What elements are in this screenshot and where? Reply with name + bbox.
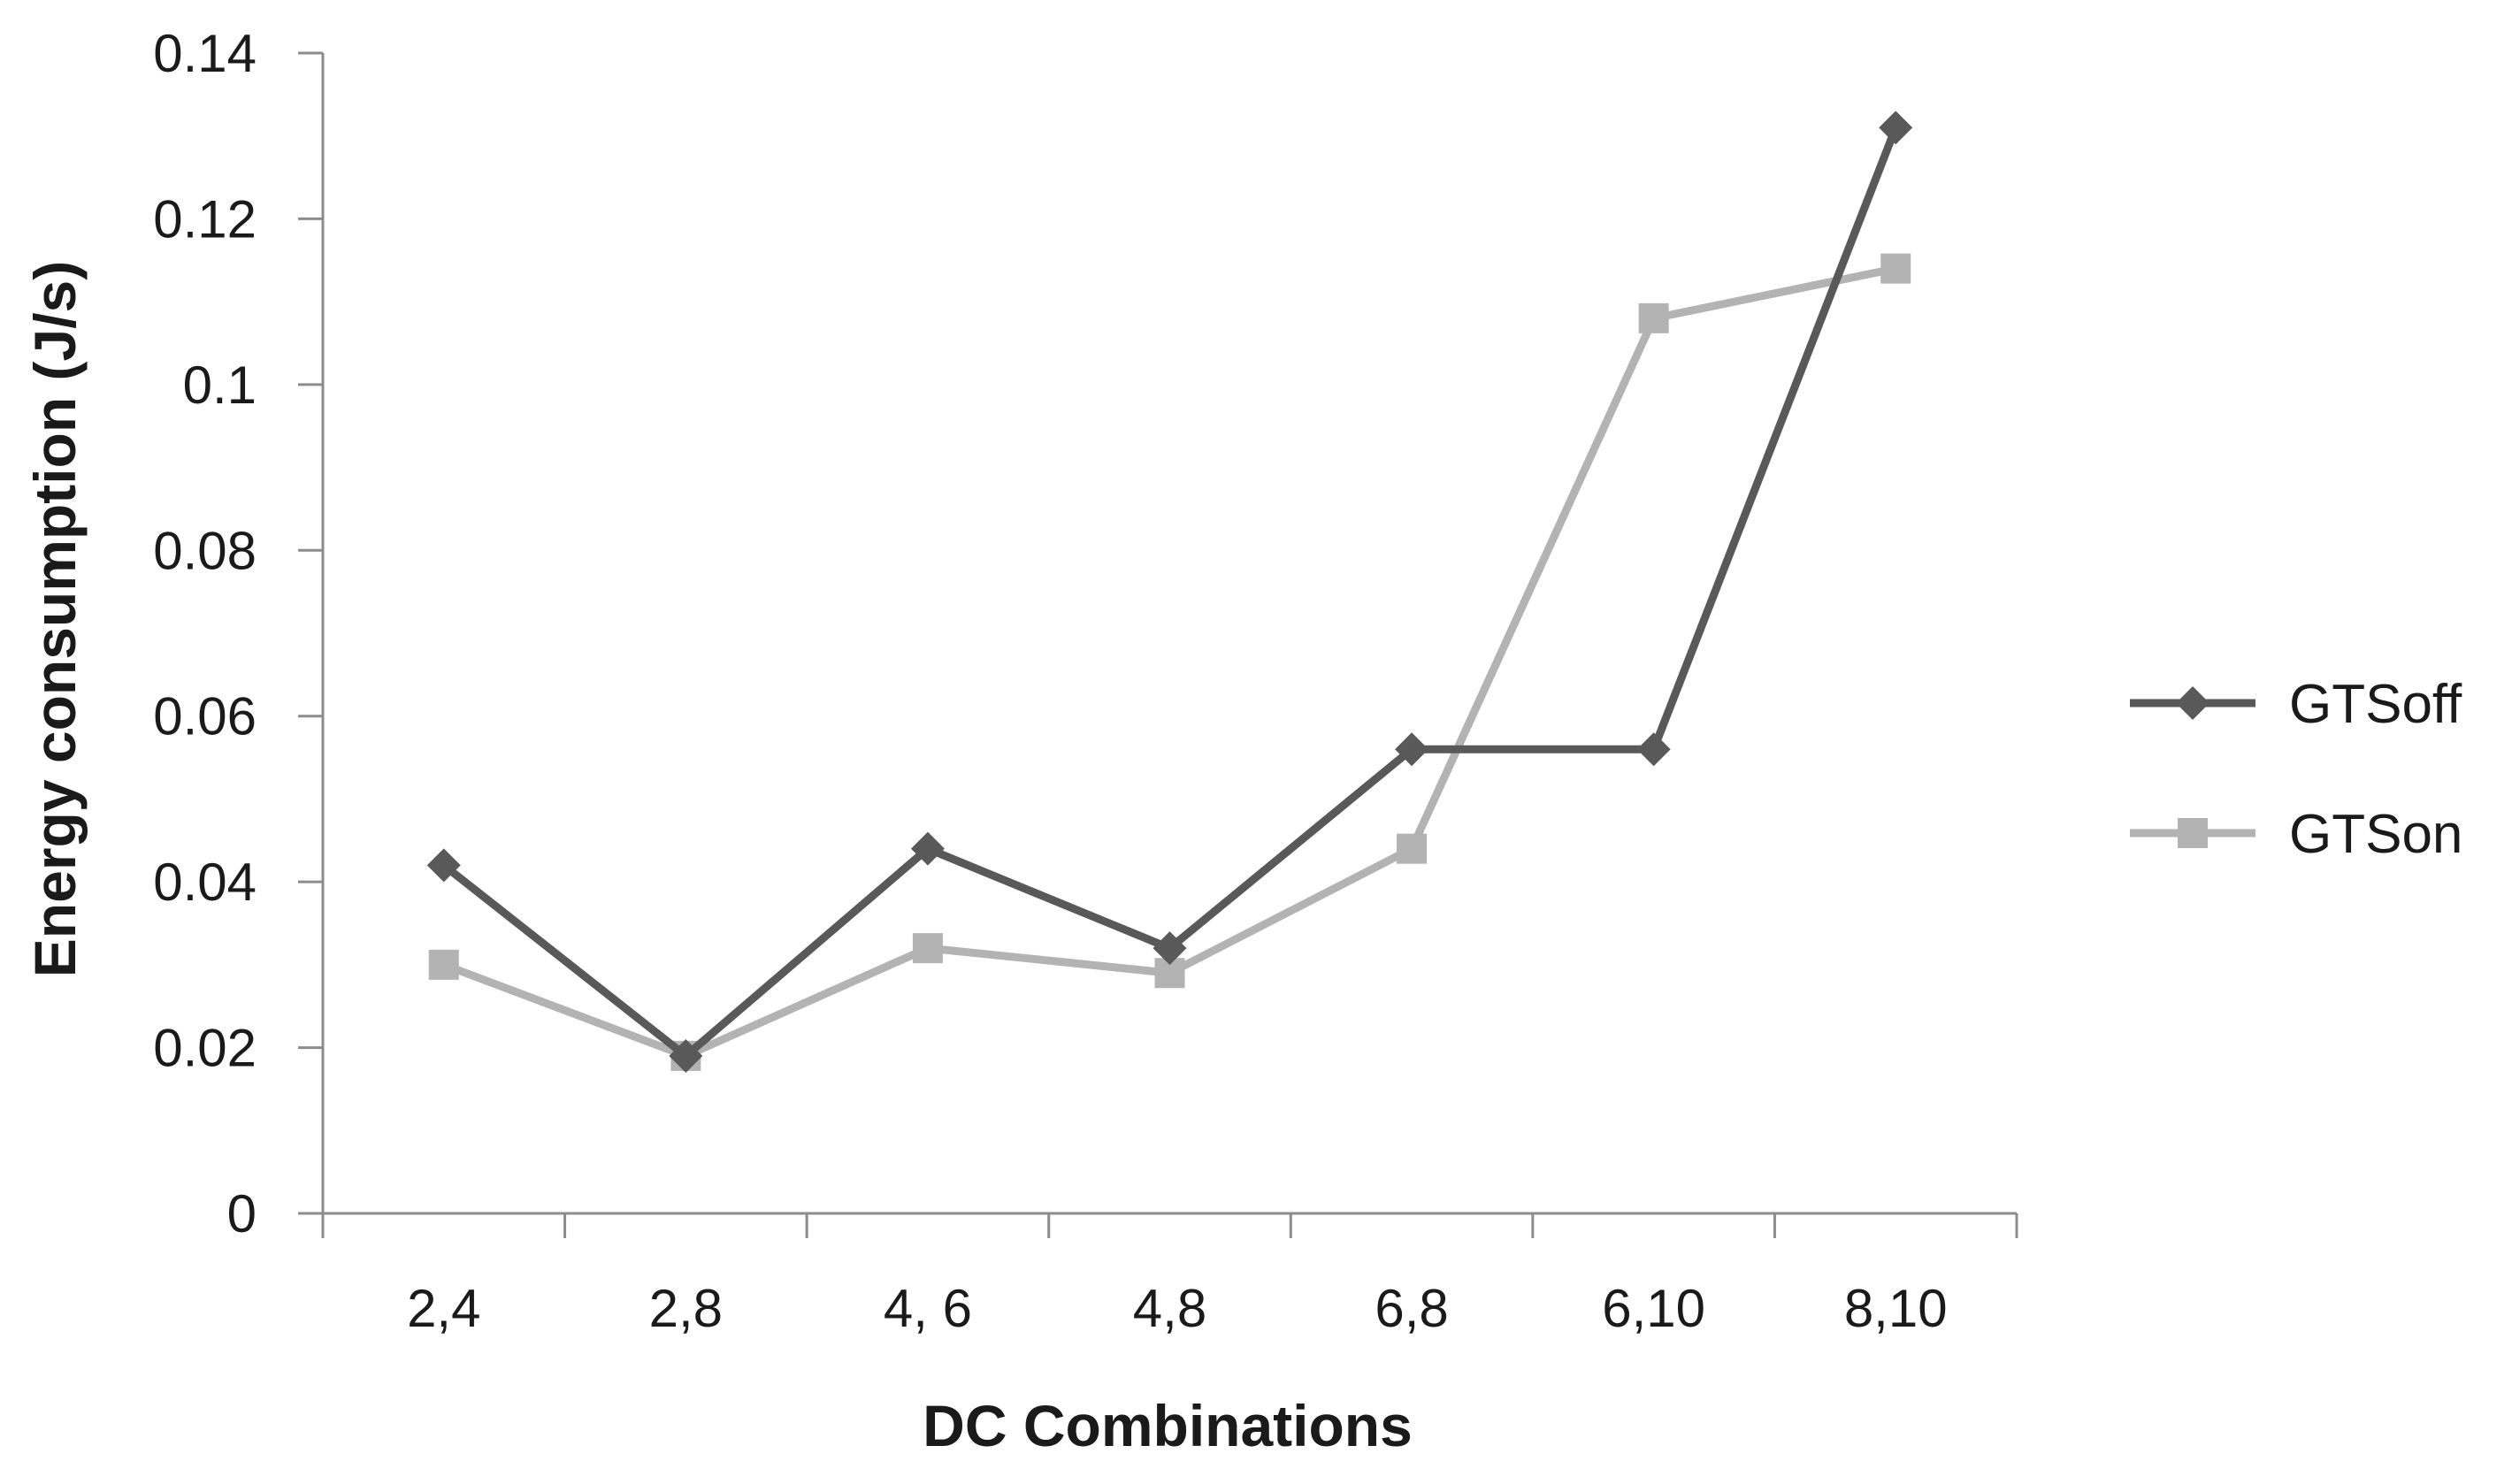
y-tick-label: 0.12 <box>153 189 257 249</box>
series-gtsoff-marker <box>1636 732 1671 767</box>
series-gtson-marker <box>1397 833 1428 864</box>
x-axis-title: DC Combinations <box>923 1393 1413 1458</box>
x-tick-label: 4,8 <box>1133 1279 1206 1338</box>
x-tick-label: 4, 6 <box>884 1279 972 1338</box>
legend-gtsoff-label: GTSoff <box>2289 674 2462 735</box>
series-gtsoff-marker <box>669 1038 703 1073</box>
series-layer <box>426 111 1913 1073</box>
y-tick-label: 0.08 <box>153 521 257 580</box>
y-axis-title: Energy consumption (J/s) <box>22 261 88 977</box>
y-tick-label: 0.06 <box>153 687 257 746</box>
series-gtson-marker <box>1880 253 1911 284</box>
series-gtsoff <box>426 111 1913 1073</box>
x-tick-label: 6,10 <box>1602 1279 1705 1338</box>
series-gtsoff-marker <box>1879 111 1913 145</box>
series-gtsoff-marker <box>910 831 945 866</box>
legend-gtson-label: GTSon <box>2289 804 2462 865</box>
y-tick-label: 0 <box>227 1184 257 1243</box>
series-gtsoff-line <box>441 126 1900 1060</box>
x-tick-label: 6,8 <box>1375 1279 1448 1338</box>
legend-gtsoff: GTSoff <box>2130 674 2462 735</box>
y-tick-label: 0.14 <box>153 24 257 83</box>
x-tick-label: 8,10 <box>1844 1279 1948 1338</box>
legend-gtson: GTSon <box>2130 804 2462 865</box>
x-tick-label: 2,4 <box>407 1279 480 1338</box>
series-gtson-marker <box>912 933 943 964</box>
series-gtson-marker <box>1638 302 1669 333</box>
series-gtsoff-marker <box>1153 931 1187 966</box>
legend-gtson-marker <box>2178 818 2208 848</box>
y-tick-label: 0.04 <box>153 853 257 912</box>
tick-labels: 0 0.02 0.04 0.06 0.08 0.1 0.12 0.14 2,4 2,8 4, 6 4,… <box>153 24 1947 1338</box>
series-gtsoff-marker <box>1395 732 1429 767</box>
x-tick-label: 2,8 <box>649 1279 723 1338</box>
axes <box>298 51 2018 1238</box>
legend: GTSoff GTSon <box>2130 674 2462 865</box>
y-tick-label: 0.1 <box>183 356 257 415</box>
series-gtson-marker <box>428 949 459 980</box>
legend-gtsoff-marker <box>2176 686 2209 720</box>
y-tick-label: 0.02 <box>153 1019 257 1078</box>
series-gtsoff-marker <box>426 848 461 883</box>
